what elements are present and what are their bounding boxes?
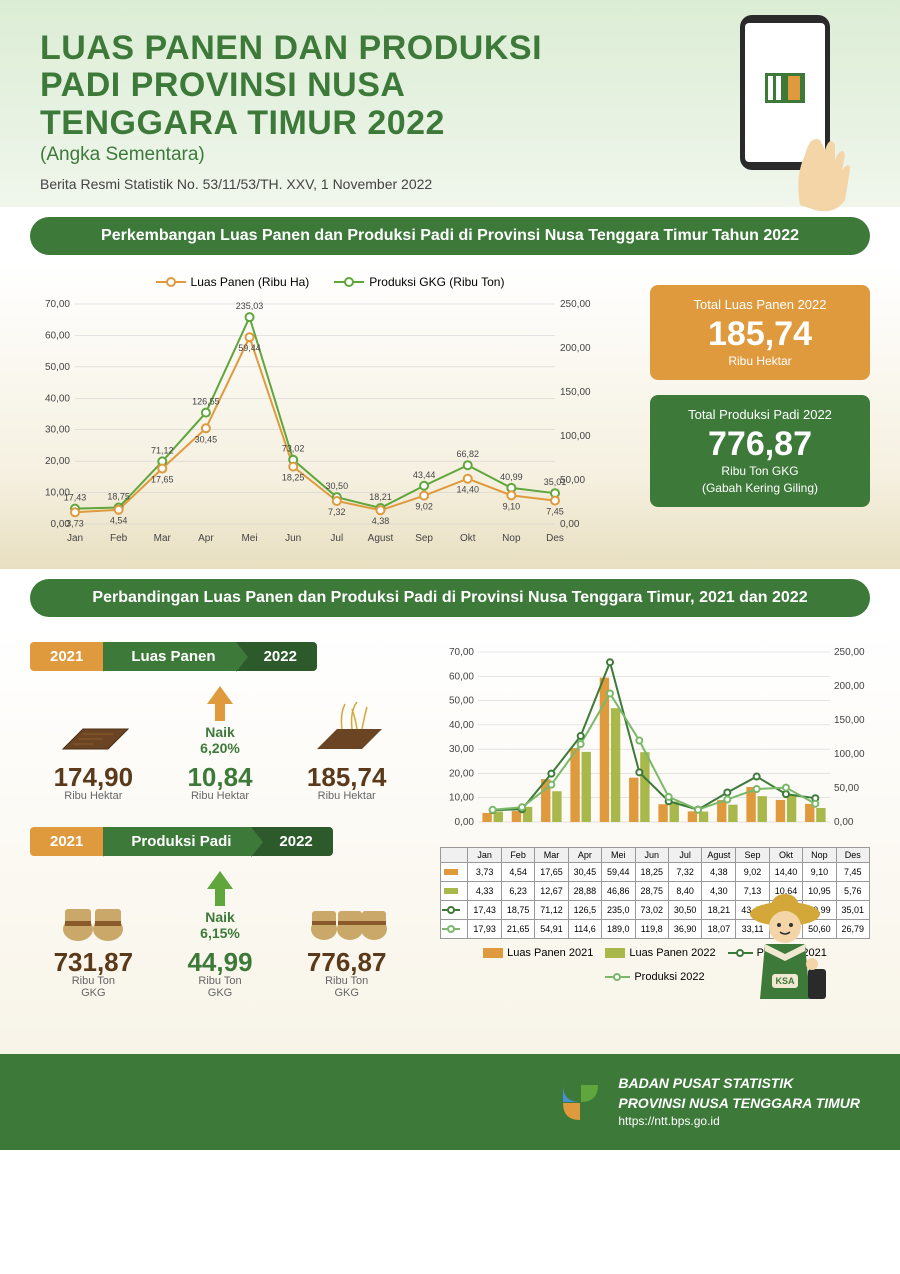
svg-text:30,45: 30,45 — [195, 434, 218, 444]
svg-text:18,25: 18,25 — [282, 473, 305, 483]
svg-text:50,00: 50,00 — [834, 783, 859, 794]
svg-text:71,12: 71,12 — [151, 446, 174, 456]
svg-text:50,00: 50,00 — [449, 696, 474, 707]
svg-text:235,03: 235,03 — [236, 301, 264, 311]
line-chart-svg: 0,0010,0020,0030,0040,0050,0060,0070,000… — [30, 289, 600, 549]
svg-text:17,43: 17,43 — [64, 493, 87, 503]
svg-text:Jun: Jun — [285, 533, 301, 544]
monthly-chart: Luas Panen (Ribu Ha) Produksi GKG (Ribu … — [30, 275, 630, 549]
phone-illustration — [720, 15, 850, 205]
svg-text:0,00: 0,00 — [560, 519, 580, 530]
sacks-more-icon — [302, 879, 392, 944]
bps-logo-icon — [558, 1080, 603, 1125]
svg-text:70,00: 70,00 — [449, 647, 474, 658]
svg-text:35,01: 35,01 — [544, 477, 567, 487]
svg-text:73,02: 73,02 — [282, 444, 305, 454]
svg-text:KSA: KSA — [775, 976, 795, 986]
svg-text:Mar: Mar — [154, 533, 172, 544]
svg-text:43,44: 43,44 — [413, 470, 436, 480]
svg-text:7,45: 7,45 — [546, 507, 564, 517]
svg-text:40,99: 40,99 — [500, 472, 523, 482]
svg-text:250,00: 250,00 — [834, 647, 865, 658]
svg-text:Des: Des — [546, 533, 564, 544]
section1-banner: Perkembangan Luas Panen dan Produksi Pad… — [30, 217, 870, 255]
svg-text:14,40: 14,40 — [456, 485, 479, 495]
header: LUAS PANEN DAN PRODUKSI PADI PROVINSI NU… — [0, 0, 900, 207]
chip-2022: 2022 — [236, 642, 317, 671]
svg-text:40,00: 40,00 — [449, 720, 474, 731]
footer-url: https://ntt.bps.go.id — [618, 1113, 860, 1130]
svg-text:200,00: 200,00 — [560, 343, 591, 354]
legend-prod-label: Produksi GKG (Ribu Ton) — [369, 275, 504, 289]
svg-text:126,55: 126,55 — [192, 397, 220, 407]
chip-prod-title: Produksi Padi — [103, 827, 251, 856]
svg-text:0,00: 0,00 — [455, 817, 475, 828]
svg-text:0,00: 0,00 — [834, 817, 854, 828]
svg-text:4,54: 4,54 — [110, 516, 128, 526]
svg-text:17,65: 17,65 — [151, 475, 174, 485]
legend-luas-label: Luas Panen (Ribu Ha) — [191, 275, 310, 289]
produksi-comparison: 2021 Produksi Padi 2022 731,87 Ribu Ton … — [30, 827, 410, 999]
svg-text:7,32: 7,32 — [328, 507, 346, 517]
svg-text:3,73: 3,73 — [66, 518, 84, 528]
svg-text:100,00: 100,00 — [560, 431, 591, 442]
stat-produksi: Total Produksi Padi 2022 776,87 Ribu Ton… — [650, 395, 870, 507]
chip-2022-prod: 2022 — [251, 827, 332, 856]
chip-2021-prod: 2021 — [30, 827, 103, 856]
footer-prov: PROVINSI NUSA TENGGARA TIMUR — [618, 1094, 860, 1114]
svg-text:Mei: Mei — [241, 533, 257, 544]
svg-text:200,00: 200,00 — [834, 681, 865, 692]
comparison-chart-svg: 0,00 10,00 20,00 30,00 40,00 50,00 60,00 70,00 0… — [440, 642, 870, 842]
svg-text:9,02: 9,02 — [415, 502, 433, 512]
svg-text:40,00: 40,00 — [45, 393, 70, 404]
svg-text:100,00: 100,00 — [834, 749, 865, 760]
luas-panen-comparison: 2021 Luas Panen 2022 174,90 Ribu Hektar … — [30, 642, 410, 802]
svg-text:30,00: 30,00 — [45, 425, 70, 436]
svg-text:60,00: 60,00 — [45, 331, 70, 342]
svg-text:250,00: 250,00 — [560, 299, 591, 310]
svg-text:30,50: 30,50 — [326, 481, 349, 491]
section2: 2021 Luas Panen 2022 174,90 Ribu Hektar … — [0, 627, 900, 1054]
hand-icon — [780, 115, 860, 215]
rice-field-icon — [307, 699, 387, 759]
svg-text:Okt: Okt — [460, 533, 476, 544]
farmer-icon: KSA — [730, 879, 840, 1029]
svg-text:20,00: 20,00 — [45, 456, 70, 467]
svg-text:Feb: Feb — [110, 533, 128, 544]
field-icon — [53, 699, 133, 759]
svg-text:Apr: Apr — [198, 533, 214, 544]
svg-text:10,00: 10,00 — [449, 793, 474, 804]
svg-text:Jul: Jul — [330, 533, 343, 544]
svg-text:Sep: Sep — [415, 533, 433, 544]
svg-text:66,82: 66,82 — [456, 449, 479, 459]
section1: Luas Panen (Ribu Ha) Produksi GKG (Ribu … — [0, 265, 900, 569]
svg-text:59,44: 59,44 — [238, 343, 261, 353]
footer: BADAN PUSAT STATISTIK PROVINSI NUSA TENG… — [0, 1054, 900, 1150]
arrow-up-icon — [205, 871, 235, 906]
svg-text:Jan: Jan — [67, 533, 83, 544]
stat-luas-panen: Total Luas Panen 2022 185,74 Ribu Hektar — [650, 285, 870, 380]
chip-luas-title: Luas Panen — [103, 642, 235, 671]
section2-banner: Perbandingan Luas Panen dan Produksi Pad… — [30, 579, 870, 617]
app-logo-icon — [760, 68, 810, 118]
svg-text:70,00: 70,00 — [45, 299, 70, 310]
svg-text:Nop: Nop — [502, 533, 521, 544]
svg-text:50,00: 50,00 — [45, 362, 70, 373]
sacks-icon — [53, 879, 133, 944]
svg-text:20,00: 20,00 — [449, 769, 474, 780]
svg-text:Agust: Agust — [368, 533, 394, 544]
svg-text:150,00: 150,00 — [560, 387, 591, 398]
svg-text:9,10: 9,10 — [503, 502, 521, 512]
svg-text:150,00: 150,00 — [834, 715, 865, 726]
svg-text:4,38: 4,38 — [372, 516, 390, 526]
chip-2021: 2021 — [30, 642, 103, 671]
svg-text:60,00: 60,00 — [449, 671, 474, 682]
svg-text:30,00: 30,00 — [449, 744, 474, 755]
svg-text:18,21: 18,21 — [369, 492, 392, 502]
svg-text:18,75: 18,75 — [107, 492, 130, 502]
footer-org: BADAN PUSAT STATISTIK — [618, 1074, 860, 1094]
arrow-up-icon — [205, 686, 235, 721]
